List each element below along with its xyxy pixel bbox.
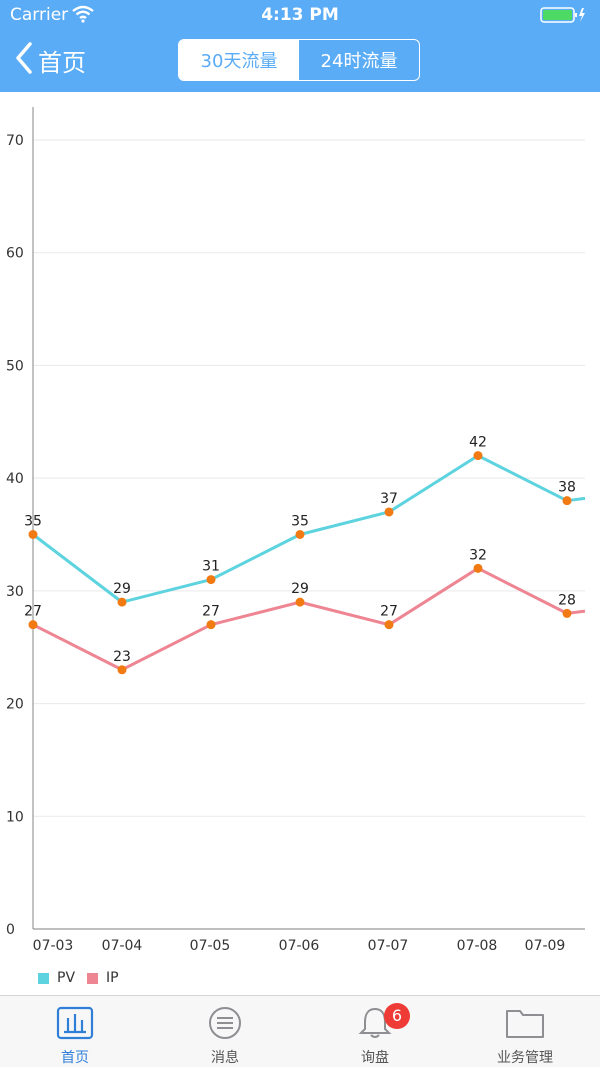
segment-30-day-traffic[interactable]: 30天流量 — [179, 40, 299, 80]
data-label: 27 — [202, 604, 220, 620]
bar-chart-icon — [55, 1006, 95, 1040]
tab-label-home: 首页 — [61, 1050, 89, 1066]
line-chart: 0 10 20 30 40 50 60 70 07-03 07-04 07-05 07-06 07-07… — [6, 107, 586, 954]
data-label: 38 — [558, 480, 576, 496]
data-point — [384, 620, 394, 630]
tab-business[interactable]: 业务管理 — [450, 996, 600, 1068]
tab-home[interactable]: 首页 — [0, 996, 150, 1068]
y-tick-label: 20 — [6, 697, 24, 713]
data-label: 37 — [380, 491, 398, 507]
data-label: 27 — [24, 604, 42, 620]
back-label: 首页 — [38, 48, 86, 77]
segmented-control: 30天流量 24时流量 — [178, 39, 420, 81]
data-label: 42 — [469, 435, 487, 451]
data-label: 35 — [24, 514, 42, 530]
data-point — [384, 507, 394, 517]
tab-inquiries[interactable]: 6 询盘 — [300, 996, 450, 1068]
data-point — [28, 620, 38, 630]
data-label: 29 — [291, 581, 309, 597]
tab-bar: 首页 消息 6 询盘 业务管理 — [0, 995, 600, 1067]
series-line-ip — [32, 566, 586, 672]
chevron-left-icon — [14, 41, 34, 79]
x-tick-label: 07-05 — [190, 938, 231, 954]
x-tick-label: 07-04 — [102, 938, 143, 954]
chart-legend: PV IP — [38, 970, 131, 986]
legend-swatch-pv — [38, 972, 49, 984]
status-bar: Carrier 4:13 PM — [0, 0, 600, 30]
bell-icon — [355, 1006, 395, 1040]
data-point — [206, 575, 216, 585]
series-line-pv — [32, 454, 586, 604]
x-tick-label: 07-03 — [33, 938, 74, 954]
y-tick-label: 60 — [6, 246, 24, 262]
folder-icon — [505, 1006, 545, 1040]
legend-label-pv: PV — [57, 970, 76, 986]
data-point — [473, 451, 483, 461]
header: Carrier 4:13 PM — [0, 0, 600, 92]
legend-item-ip: IP — [87, 970, 119, 986]
data-label: 29 — [113, 581, 131, 597]
data-label: 23 — [113, 649, 131, 665]
y-tick-label: 0 — [6, 922, 15, 938]
battery-icon — [540, 6, 586, 29]
tab-label-inquiries: 询盘 — [361, 1050, 389, 1066]
data-label: 32 — [469, 547, 487, 563]
data-label: 27 — [380, 604, 398, 620]
legend-label-ip: IP — [106, 970, 119, 986]
tab-label-messages: 消息 — [211, 1050, 239, 1066]
data-point — [117, 597, 127, 607]
back-button[interactable]: 首页 — [14, 42, 86, 78]
data-point — [562, 496, 572, 506]
data-point — [295, 597, 305, 607]
data-label: 28 — [558, 592, 576, 608]
data-point — [562, 608, 572, 618]
data-point — [295, 530, 305, 539]
segment-24-hour-traffic[interactable]: 24时流量 — [320, 51, 398, 72]
tab-messages[interactable]: 消息 — [150, 996, 300, 1068]
x-tick-label: 07-08 — [457, 938, 498, 954]
data-point — [206, 620, 216, 630]
y-tick-label: 40 — [6, 471, 24, 487]
wifi-icon — [72, 5, 94, 28]
data-point — [473, 563, 483, 573]
nav-bar: 首页 30天流量 24时流量 — [0, 30, 600, 92]
y-tick-label: 50 — [6, 358, 24, 374]
x-tick-label: 07-06 — [279, 938, 320, 954]
inquiry-badge: 6 — [384, 1003, 410, 1029]
y-tick-label: 70 — [6, 133, 24, 149]
x-tick-label: 07-07 — [368, 938, 409, 954]
status-time: 4:13 PM — [261, 5, 339, 25]
tab-label-business: 业务管理 — [497, 1050, 553, 1066]
message-icon — [205, 1006, 245, 1040]
y-tick-label: 30 — [6, 584, 24, 600]
x-tick-label: 07-09 — [525, 938, 566, 954]
data-point — [28, 530, 38, 539]
data-label: 31 — [202, 559, 220, 575]
data-label: 35 — [291, 514, 309, 530]
traffic-chart: 0 10 20 30 40 50 60 70 07-03 07-04 07-05 07-06 07-07… — [0, 92, 600, 995]
data-point — [117, 665, 127, 675]
legend-item-pv: PV — [38, 970, 75, 986]
y-tick-label: 10 — [6, 809, 24, 825]
carrier-label: Carrier — [10, 5, 69, 25]
legend-swatch-ip — [87, 972, 99, 984]
